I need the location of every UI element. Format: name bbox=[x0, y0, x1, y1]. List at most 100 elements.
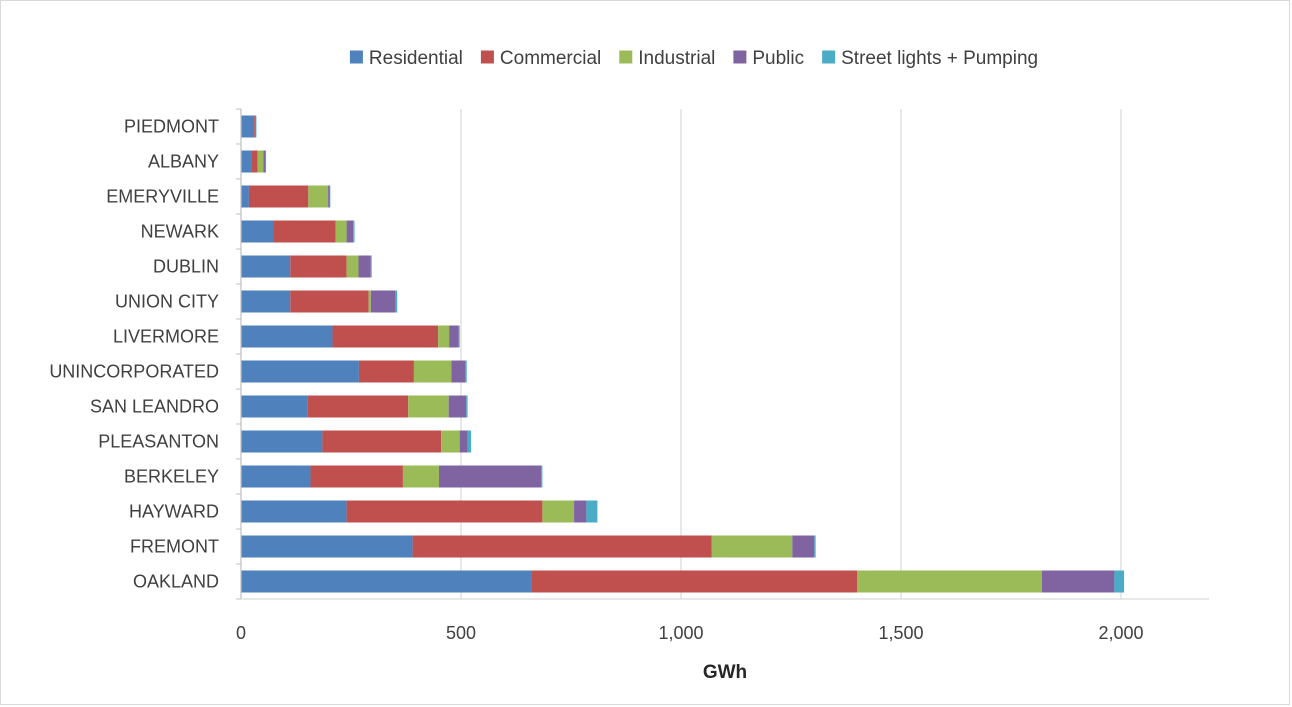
bar-street-lights-pumping bbox=[395, 290, 398, 313]
bar-residential bbox=[241, 185, 249, 208]
bar-residential bbox=[241, 255, 291, 278]
bar-street-lights-pumping bbox=[458, 325, 460, 348]
x-tick-label: 1,000 bbox=[658, 623, 703, 643]
bar-public bbox=[255, 115, 256, 138]
bar-commercial bbox=[307, 395, 409, 418]
bar-street-lights-pumping bbox=[1114, 570, 1125, 593]
bar-residential bbox=[241, 500, 347, 523]
legend-label: Residential bbox=[369, 48, 463, 69]
bar-industrial bbox=[368, 290, 371, 313]
bars bbox=[241, 115, 1125, 593]
category-label: PIEDMONT bbox=[124, 117, 219, 137]
legend-item: Street lights + Pumping bbox=[822, 48, 1038, 69]
bar-residential bbox=[241, 465, 311, 488]
legend-label: Industrial bbox=[638, 48, 715, 69]
bar-commercial bbox=[248, 185, 309, 208]
category-label: DUBLIN bbox=[153, 257, 219, 277]
bar-street-lights-pumping bbox=[465, 360, 467, 383]
bar-street-lights-pumping bbox=[541, 465, 543, 488]
bar-commercial bbox=[412, 535, 712, 558]
bar-public bbox=[449, 325, 459, 348]
bar-industrial bbox=[402, 465, 439, 488]
legend-swatch bbox=[619, 50, 633, 64]
category-labels: PIEDMONT ALBANY EMERYVILLE NEWARK DUBLIN UNIO… bbox=[49, 117, 219, 592]
category-label: BERKELEY bbox=[124, 467, 219, 487]
bar-residential bbox=[241, 535, 413, 558]
legend-item: Industrial bbox=[619, 48, 715, 69]
gridlines bbox=[460, 109, 1122, 599]
bar-industrial bbox=[711, 535, 793, 558]
category-label: NEWARK bbox=[141, 222, 219, 242]
category-label: UNION CITY bbox=[115, 292, 219, 312]
bar-commercial bbox=[290, 290, 369, 313]
bar-industrial bbox=[346, 255, 359, 278]
category-label: SAN LEANDRO bbox=[90, 397, 219, 417]
legend-swatch bbox=[822, 50, 836, 64]
bar-commercial bbox=[290, 255, 347, 278]
category-label: HAYWARD bbox=[129, 502, 219, 522]
bar-commercial bbox=[251, 150, 258, 173]
legend-item: Commercial bbox=[480, 48, 601, 69]
bar-street-lights-pumping bbox=[370, 255, 372, 278]
bar-residential bbox=[241, 290, 291, 313]
bar-industrial bbox=[335, 220, 347, 243]
x-tick-label: 500 bbox=[446, 623, 476, 643]
bar-street-lights-pumping bbox=[353, 220, 355, 243]
bar-public bbox=[792, 535, 815, 558]
bar-street-lights-pumping bbox=[466, 395, 468, 418]
bar-public bbox=[263, 150, 266, 173]
legend-swatch bbox=[733, 50, 747, 64]
category-label: PLEASANTON bbox=[98, 432, 219, 452]
bar-commercial bbox=[531, 570, 857, 593]
legend-swatch bbox=[480, 50, 494, 64]
x-tick-label: 0 bbox=[236, 623, 246, 643]
bar-residential bbox=[241, 570, 532, 593]
x-tick-labels: 0 500 1,000 1,500 2,000 bbox=[236, 623, 1144, 643]
legend: Residential Commercial Industrial Public Str… bbox=[349, 48, 1038, 69]
bar-public bbox=[574, 500, 587, 523]
legend-item: Residential bbox=[349, 48, 463, 69]
bar-commercial bbox=[322, 430, 442, 453]
bar-industrial bbox=[542, 500, 575, 523]
bar-public bbox=[439, 465, 542, 488]
bar-public bbox=[448, 395, 467, 418]
category-label: LIVERMORE bbox=[113, 327, 219, 347]
bar-residential bbox=[241, 150, 252, 173]
bar-residential bbox=[241, 430, 323, 453]
bar-industrial bbox=[257, 150, 264, 173]
bar-residential bbox=[241, 220, 274, 243]
bar-industrial bbox=[413, 360, 452, 383]
x-axis-title: GWh bbox=[703, 662, 747, 683]
bar-commercial bbox=[346, 500, 543, 523]
x-tick-label: 1,500 bbox=[878, 623, 923, 643]
bar-commercial bbox=[274, 220, 336, 243]
bar-industrial bbox=[308, 185, 329, 208]
bar-street-lights-pumping bbox=[814, 535, 816, 558]
legend-label: Commercial bbox=[500, 48, 601, 69]
bar-residential bbox=[241, 325, 333, 348]
bar-industrial bbox=[408, 395, 449, 418]
legend-label: Street lights + Pumping bbox=[841, 48, 1038, 69]
bar-residential bbox=[241, 115, 255, 138]
bar-commercial bbox=[332, 325, 439, 348]
bar-public bbox=[328, 185, 330, 208]
legend-swatch bbox=[349, 50, 363, 64]
category-label: UNINCORPORATED bbox=[49, 362, 219, 382]
bar-public bbox=[459, 430, 468, 453]
bar-residential bbox=[241, 395, 308, 418]
category-label: EMERYVILLE bbox=[106, 187, 219, 207]
legend-item: Public bbox=[733, 48, 804, 69]
x-tick-label: 2,000 bbox=[1098, 623, 1143, 643]
bar-industrial bbox=[438, 325, 450, 348]
bar-street-lights-pumping bbox=[586, 500, 598, 523]
bar-public bbox=[346, 220, 354, 243]
bar-commercial bbox=[310, 465, 403, 488]
bar-public bbox=[370, 290, 395, 313]
category-label: ALBANY bbox=[148, 152, 219, 172]
legend-label: Public bbox=[752, 48, 804, 69]
bar-street-lights-pumping bbox=[467, 430, 472, 453]
bar-commercial bbox=[358, 360, 414, 383]
bar-industrial bbox=[857, 570, 1042, 593]
